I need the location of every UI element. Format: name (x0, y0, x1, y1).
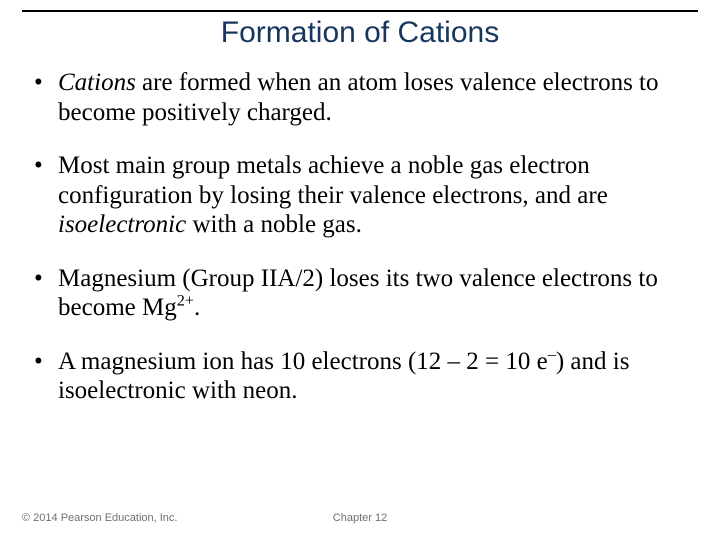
text-run: isoelectronic (58, 211, 186, 238)
footer: © 2014 Pearson Education, Inc. Chapter 1… (22, 512, 698, 524)
text-run: Cations (58, 69, 136, 96)
text-run: Magnesium (Group IIA/2) loses its two va… (58, 265, 658, 322)
slide: Formation of Cations Cations are formed … (0, 0, 720, 540)
bullet-list: Cations are formed when an atom loses va… (22, 68, 698, 406)
text-run: are formed when an atom loses valence el… (58, 69, 659, 126)
copyright-text: © 2014 Pearson Education, Inc. (22, 512, 177, 524)
chapter-label: Chapter 12 (333, 512, 387, 524)
bullet-item: A magnesium ion has 10 electrons (12 – 2… (30, 347, 698, 406)
top-rule (22, 10, 698, 12)
text-run: 2+ (177, 292, 194, 310)
text-run: with a noble gas. (186, 211, 362, 238)
bullet-item: Most main group metals achieve a noble g… (30, 151, 698, 240)
bullet-item: Magnesium (Group IIA/2) loses its two va… (30, 264, 698, 323)
text-run: – (548, 345, 556, 363)
text-run: Most main group metals achieve a noble g… (58, 152, 608, 209)
text-run: A magnesium ion has 10 electrons (12 – 2… (58, 348, 548, 375)
slide-title: Formation of Cations (22, 16, 698, 50)
bullet-item: Cations are formed when an atom loses va… (30, 68, 698, 127)
text-run: . (194, 294, 200, 321)
